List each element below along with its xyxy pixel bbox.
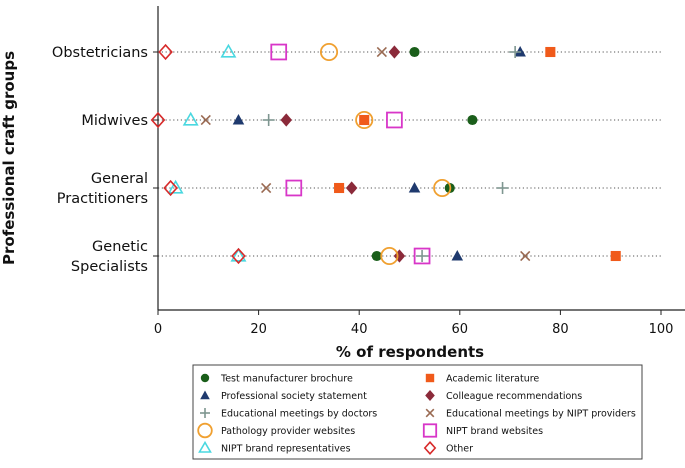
point-pathology-provider-websites [433,178,452,198]
point-nipt-brand-websites [386,111,403,129]
x-tick-label: 40 [351,322,368,337]
y-category-label: Obstetricians [52,45,148,61]
point-educational-meetings-by-nipt-providers [200,114,211,126]
point-other [158,43,173,61]
point-professional-society-statement [451,250,464,261]
y-axis-title: Professional craft groups [0,51,18,265]
category-guides [158,51,661,257]
point-nipt-brand-websites [285,179,303,197]
point-nipt-brand-representatives [230,247,247,262]
point-nipt-brand-representatives [220,43,237,58]
legend-label: Other [446,444,473,455]
point-academic-literature [610,250,621,262]
y-category-label: Practitioners [57,191,148,207]
legend-label: Educational meetings by doctors [221,409,377,420]
point-test-manufacturer-brochure [467,114,478,126]
legend-label: Academic literature [446,374,539,385]
x-tick-label: 80 [552,322,569,337]
x-tick-label: 0 [154,322,162,337]
legend-label: Professional society statement [221,391,367,402]
legend-label: NIPT brand representatives [221,444,351,455]
point-professional-society-statement [232,114,245,125]
legend-marker-test-manufacturer-brochure [200,373,210,383]
legend-marker-colleague-recommendations [425,390,435,401]
legend-marker-professional-society-statement [200,390,210,400]
legend-marker-educational-meetings-by-doctors [200,408,210,418]
legend-marker-pathology-provider-websites [197,422,213,439]
legend-label: Pathology provider websites [221,426,355,437]
legend-label: Educational meetings by NIPT providers [446,409,636,420]
data-marks [150,42,621,266]
point-educational-meetings-by-doctors [509,46,522,58]
point-nipt-brand-representatives [167,179,184,194]
point-educational-meetings-by-nipt-providers [376,46,387,58]
legend-marker-other [423,441,437,455]
point-professional-society-statement [408,182,421,193]
legend-box [192,364,643,460]
point-colleague-recommendations [280,113,293,127]
point-educational-meetings-by-doctors [496,182,509,194]
y-category-label: General [91,171,148,187]
point-pathology-provider-websites [380,246,399,266]
legend-marker-nipt-brand-representatives [198,440,212,453]
point-educational-meetings-by-nipt-providers [520,250,531,262]
axes: Obstetricians Midwives General Practitioner… [0,6,685,361]
point-other [163,179,178,197]
point-educational-meetings-by-doctors [262,114,275,126]
point-academic-literature [359,114,370,126]
x-axis-title: % of respondents [336,343,484,361]
legend-label: Colleague recommendations [446,391,582,402]
point-nipt-brand-websites [413,247,431,265]
point-pathology-provider-websites [355,110,374,130]
legend-label: NIPT brand websites [446,426,543,437]
x-tick-label: 100 [649,322,674,337]
y-category-label: Midwives [81,113,148,129]
y-category-label: Genetic [92,239,148,255]
point-nipt-brand-websites [270,43,288,61]
point-educational-meetings-by-nipt-providers [261,182,272,194]
point-colleague-recommendations [388,45,401,59]
legend: Test manufacturer brochure Academic liter… [192,364,643,460]
point-test-manufacturer-brochure [371,250,382,262]
point-colleague-recommendations [345,181,358,195]
point-test-manufacturer-brochure [409,46,420,58]
point-educational-meetings-by-doctors [416,250,429,262]
point-pathology-provider-websites [319,42,339,62]
legend-label: Test manufacturer brochure [220,374,353,385]
legend-marker-educational-meetings-by-nipt-providers [425,408,435,418]
point-other [231,247,246,265]
legend-marker-academic-literature [425,373,435,383]
point-academic-literature [545,46,556,58]
point-academic-literature [334,182,345,194]
x-tick-label: 20 [250,322,267,337]
y-category-label: Specialists [71,259,148,275]
x-tick-label: 60 [452,322,469,337]
point-other [150,111,166,129]
point-nipt-brand-representatives [182,111,199,126]
legend-marker-nipt-brand-websites [422,423,438,438]
